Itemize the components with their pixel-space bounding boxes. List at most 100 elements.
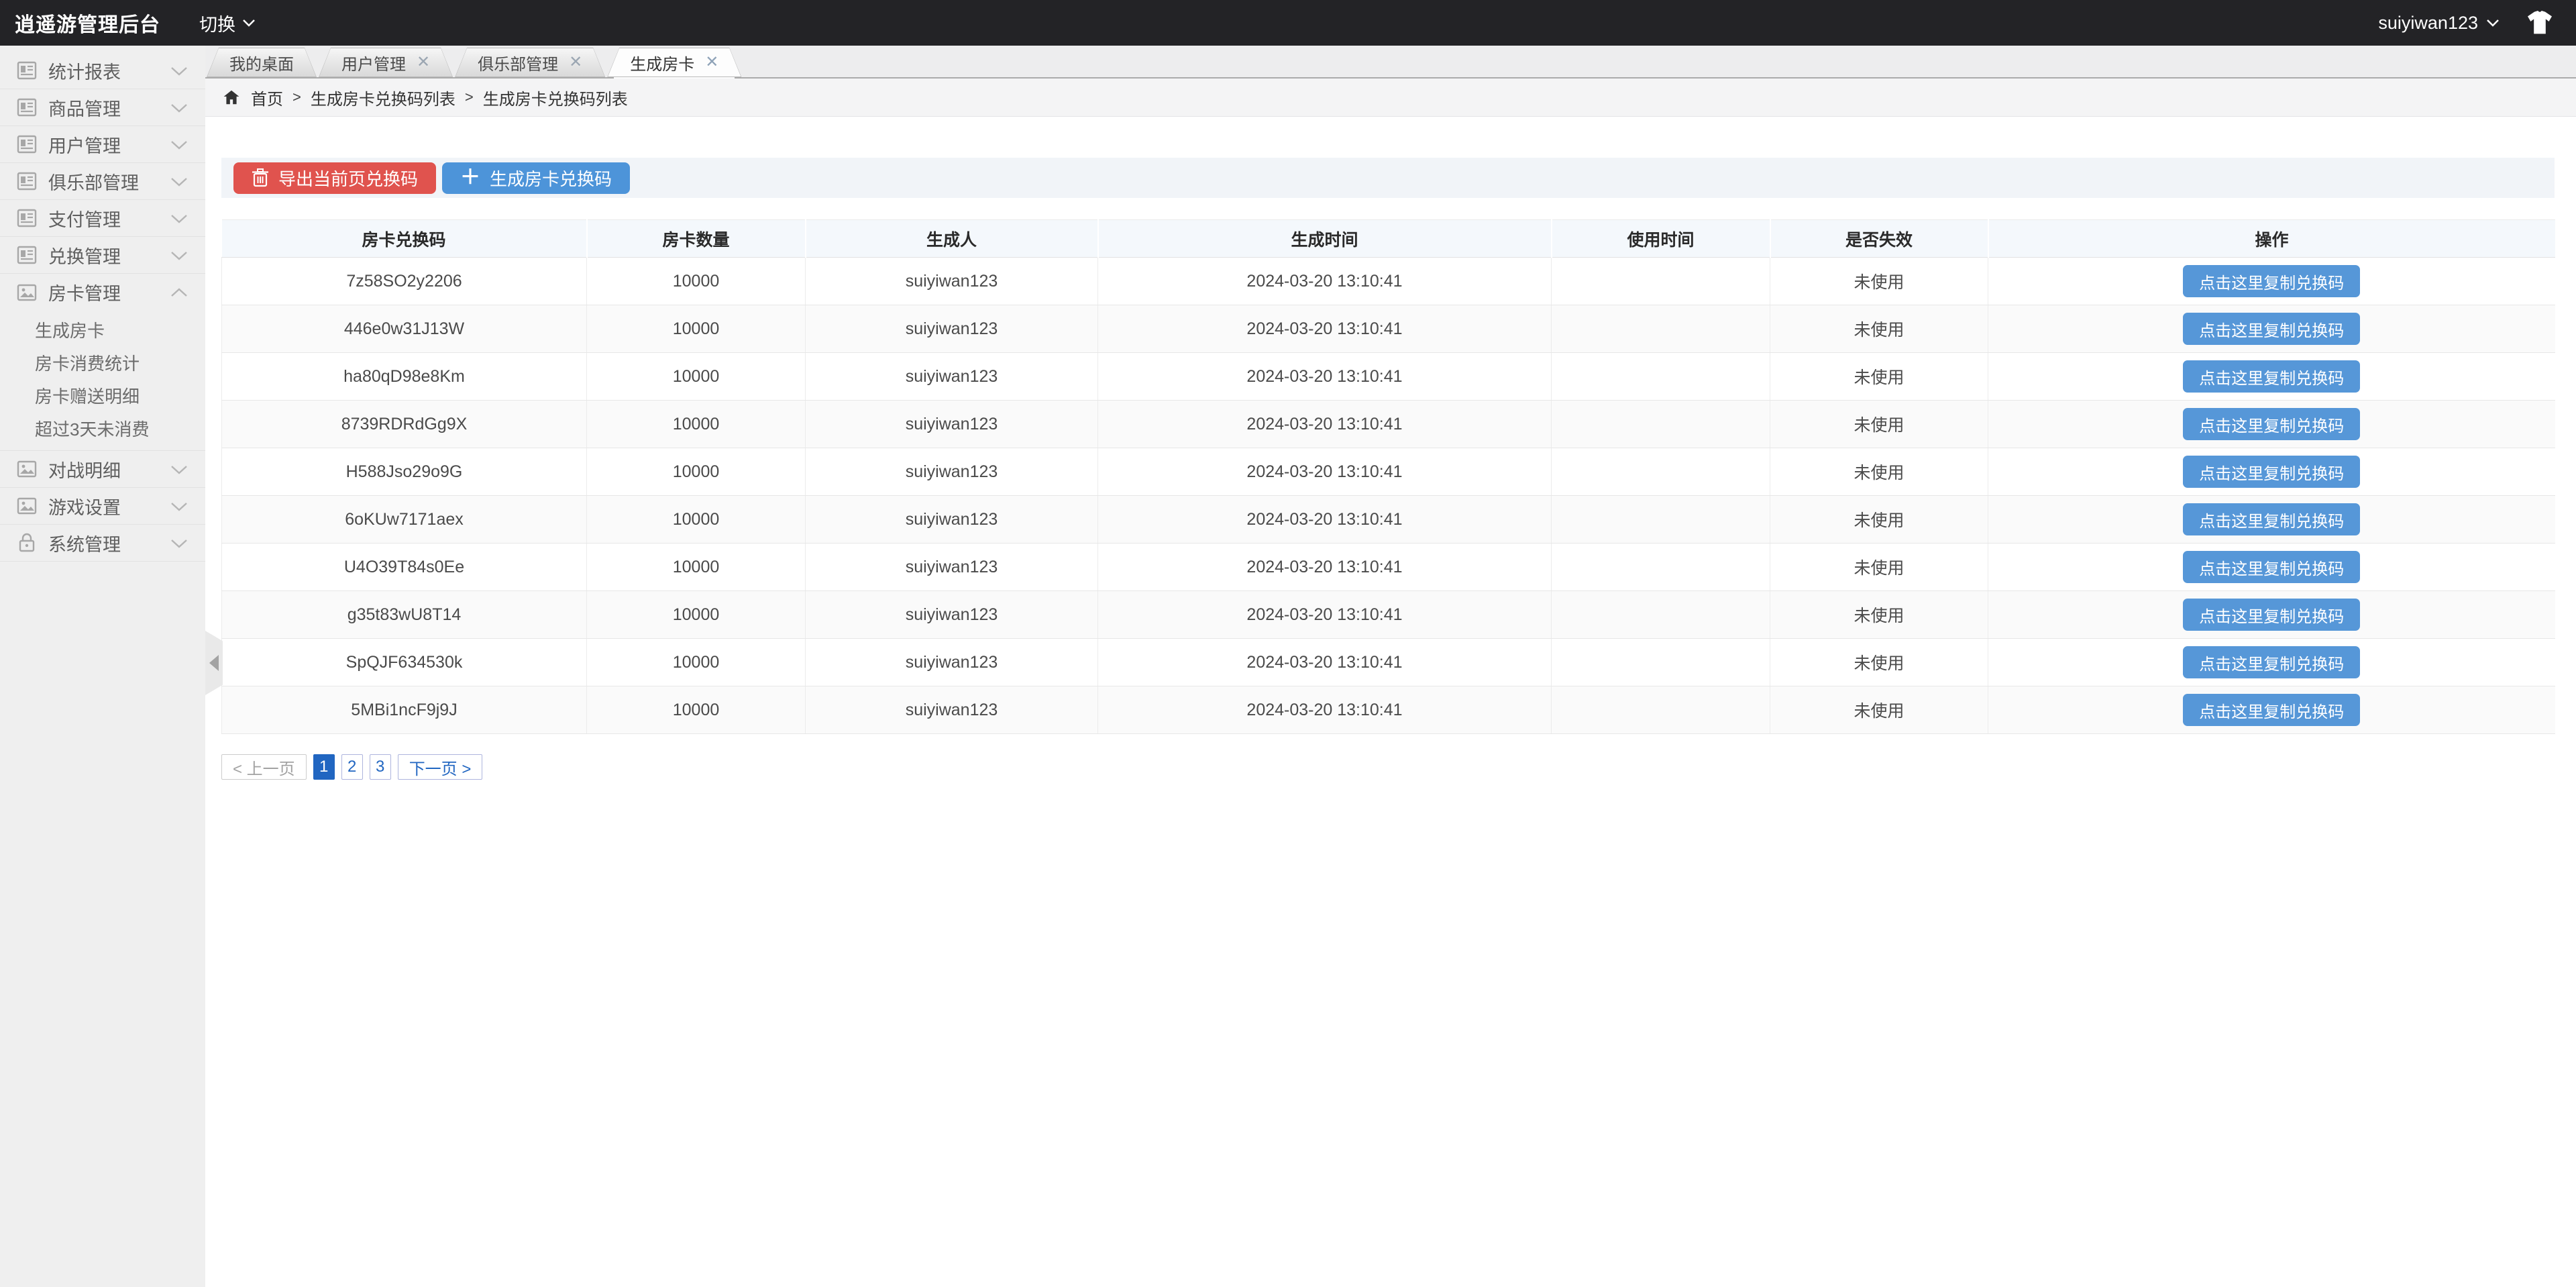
close-icon[interactable]: ✕ [417,53,431,71]
sidebar-item-4[interactable]: 支付管理 [0,200,205,237]
code-cell: g35t83wU8T14 [221,590,587,639]
sidebar-subitem-6-1[interactable]: 房卡消费统计 [35,354,140,374]
action-cell: 点击这里复制兑换码 [1988,448,2555,496]
created-at-cell: 2024-03-20 13:10:41 [1097,638,1552,686]
sidebar-item-8[interactable]: 游戏设置 [0,488,205,525]
sidebar-subitem-6-0[interactable]: 生成房卡 [35,321,105,341]
sidebar-item-1[interactable]: 商品管理 [0,89,205,126]
sidebar-subitem-6-3[interactable]: 超过3天未消费 [35,419,150,440]
created-at-cell: 2024-03-20 13:10:41 [1097,400,1552,448]
export-codes-button[interactable]: 导出当前页兑换码 [233,162,437,194]
pagination-next-button[interactable]: 下一页 > [397,754,483,780]
used-at-cell [1551,495,1770,544]
sidebar-item-label: 房卡管理 [48,284,121,304]
sidebar-item-6[interactable]: 房卡管理 [0,274,205,311]
action-cell: 点击这里复制兑换码 [1988,495,2555,544]
copy-code-button[interactable]: 点击这里复制兑换码 [2183,313,2361,345]
chevron-down-icon [243,19,255,27]
code-cell: 5MBi1ncF9j9J [221,686,587,734]
used-at-cell [1551,305,1770,353]
creator-cell: suiyiwan123 [805,495,1098,544]
tab-1[interactable]: 用户管理 ✕ [319,48,453,77]
status-cell: 未使用 [1770,257,1988,305]
sidebar-collapse-handle[interactable] [205,631,223,695]
creator-cell: suiyiwan123 [805,352,1098,401]
tab-3[interactable]: 生成房卡 ✕ [607,48,741,79]
copy-code-button[interactable]: 点击这里复制兑换码 [2183,456,2361,488]
action-cell: 点击这里复制兑换码 [1988,352,2555,401]
close-icon[interactable]: ✕ [705,53,719,71]
sidebar-item-9[interactable]: 系统管理 [0,525,205,562]
pagination-prev-button[interactable]: < 上一页 [221,754,307,780]
sidebar-item-7[interactable]: 对战明细 [0,451,205,488]
tab-fill [207,48,316,76]
table-row-8: SpQJF634530k 10000 suiyiwan123 2024-03-20 1… [221,638,2555,686]
sidebar-item-label: 系统管理 [48,534,121,555]
action-cell: 点击这里复制兑换码 [1988,257,2555,305]
created-at-cell: 2024-03-20 13:10:41 [1097,495,1552,544]
doc-icon [16,207,38,229]
sidebar-item-0[interactable]: 统计报表 [0,52,205,89]
sidebar: 统计报表 商品管理 用户管理 俱乐部管理 支付管理 兑换管理房卡管理生成房卡房卡消费统计房… [0,46,205,1287]
created-at-cell: 2024-03-20 13:10:41 [1097,590,1552,639]
table-row-2: ha80qD98e8Km 10000 suiyiwan123 2024-03-20 1… [221,352,2555,401]
table-header-cell-4: 使用时间 [1551,219,1771,258]
pagination-page-3[interactable]: 3 [369,754,391,780]
chevron-down-icon [170,496,188,517]
code-cell: ha80qD98e8Km [221,352,587,401]
user-menu[interactable]: suiyiwan123 [2378,13,2500,34]
table-header-cell-1: 房卡数量 [586,219,806,258]
copy-code-button[interactable]: 点击这里复制兑换码 [2183,408,2361,440]
tab-fill [608,48,741,76]
table-row-0: 7z58SO2y2206 10000 suiyiwan123 2024-03-20 1… [221,257,2555,305]
close-icon[interactable]: ✕ [569,53,583,71]
copy-code-button[interactable]: 点击这里复制兑换码 [2183,503,2361,535]
chevron-down-icon [170,60,188,81]
copy-code-button[interactable]: 点击这里复制兑换码 [2183,694,2361,726]
doc-icon [16,134,38,155]
quantity-cell: 10000 [586,257,806,305]
tab-0[interactable]: 我的桌面 [207,48,317,77]
pagination-page-2[interactable]: 2 [341,754,363,780]
doc-icon [16,170,38,192]
used-at-cell [1551,638,1770,686]
status-cell: 未使用 [1770,590,1988,639]
copy-code-button[interactable]: 点击这里复制兑换码 [2183,265,2361,297]
creator-cell: suiyiwan123 [805,448,1098,496]
app-title: 逍遥游管理后台 [15,14,160,36]
generate-codes-label: 生成房卡兑换码 [490,168,612,189]
action-cell: 点击这里复制兑换码 [1988,543,2555,591]
sidebar-item-5[interactable]: 兑换管理 [0,237,205,274]
action-toolbar: 导出当前页兑换码 ＋ 生成房卡兑换码 [221,158,2555,198]
sidebar-subitem-6-2[interactable]: 房卡赠送明细 [35,387,140,407]
breadcrumb-item-0[interactable]: 生成房卡兑换码列表 [310,90,455,109]
export-codes-label: 导出当前页兑换码 [278,168,419,189]
home-icon [223,90,239,105]
table-row-5: 6oKUw7171aex 10000 suiyiwan123 2024-03-20 1… [221,495,2555,544]
tab-2[interactable]: 俱乐部管理 ✕ [455,48,605,77]
table-row-4: H588Jso29o9G 10000 suiyiwan123 2024-03-20 1… [221,448,2555,496]
status-cell: 未使用 [1770,352,1988,401]
sidebar-item-2[interactable]: 用户管理 [0,126,205,163]
theme-tshirt-icon[interactable] [2526,11,2553,35]
sidebar-item-3[interactable]: 俱乐部管理 [0,163,205,200]
copy-code-button[interactable]: 点击这里复制兑换码 [2183,599,2361,631]
copy-code-button[interactable]: 点击这里复制兑换码 [2183,360,2361,393]
breadcrumb-item-1: 生成房卡兑换码列表 [482,90,628,109]
copy-code-button[interactable]: 点击这里复制兑换码 [2183,551,2361,583]
pagination-page-1[interactable]: 1 [313,754,335,780]
created-at-cell: 2024-03-20 13:10:41 [1097,686,1552,734]
chevron-up-icon [170,282,188,303]
switch-menu[interactable]: 切换 [199,10,256,36]
status-cell: 未使用 [1770,448,1988,496]
breadcrumb-home[interactable]: 首页 [251,90,283,109]
trash-icon [252,168,268,187]
breadcrumb-separator: > [292,89,301,105]
copy-code-button[interactable]: 点击这里复制兑换码 [2183,646,2361,678]
code-cell: H588Jso29o9G [221,448,587,496]
table-header-cell-2: 生成人 [805,219,1099,258]
code-cell: 6oKUw7171aex [221,495,587,544]
code-cell: SpQJF634530k [221,638,587,686]
generate-codes-button[interactable]: ＋ 生成房卡兑换码 [442,162,631,194]
quantity-cell: 10000 [586,305,806,353]
